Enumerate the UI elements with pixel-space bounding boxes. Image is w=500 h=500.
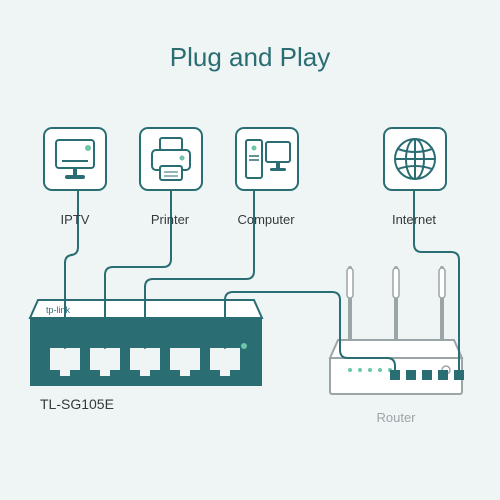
switch-model-label: TL-SG105E bbox=[40, 396, 114, 412]
diagram-title: Plug and Play bbox=[0, 42, 500, 73]
internet-label: Internet bbox=[354, 212, 474, 227]
router-label: Router bbox=[336, 410, 456, 425]
svg-text:tp-link: tp-link bbox=[46, 305, 71, 315]
computer-label: Computer bbox=[206, 212, 326, 227]
